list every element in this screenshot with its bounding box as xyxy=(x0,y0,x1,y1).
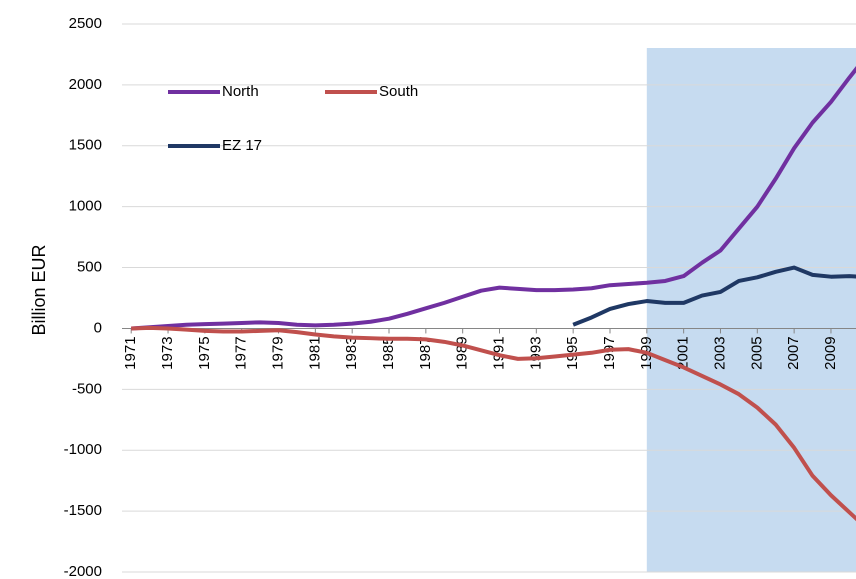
x-tick-label: 1973 xyxy=(159,336,176,369)
legend-label: North xyxy=(222,83,259,100)
x-tick-label: 1985 xyxy=(380,336,397,369)
series-line xyxy=(131,325,856,522)
y-tick-label: -1500 xyxy=(64,502,102,519)
y-tick-label: 0 xyxy=(94,319,102,336)
x-tick-label: 1977 xyxy=(233,336,250,369)
legend-label: EZ 17 xyxy=(222,137,262,154)
y-tick-label: -500 xyxy=(72,380,102,397)
x-tick-label: 1979 xyxy=(269,336,286,369)
x-tick-label: 1993 xyxy=(527,336,544,369)
y-tick-label: 1000 xyxy=(69,198,102,215)
x-tick-label: 1987 xyxy=(417,336,434,369)
x-tick-label: 1997 xyxy=(601,336,618,369)
x-tick-label: 2009 xyxy=(822,336,839,369)
y-axis-title: Billion EUR xyxy=(29,244,49,335)
series-line xyxy=(572,265,856,327)
x-tick-label: 1981 xyxy=(306,336,323,369)
y-tick-label: 1500 xyxy=(69,137,102,154)
legend-label: South xyxy=(379,83,418,100)
y-tick-label: 2500 xyxy=(69,15,102,32)
x-tick-label: 2003 xyxy=(711,336,728,369)
x-tick-label: 1971 xyxy=(122,336,139,369)
y-tick-label: -1000 xyxy=(64,441,102,458)
x-tick-label: 2007 xyxy=(785,336,802,369)
x-tick-label: 1983 xyxy=(343,336,360,369)
y-tick-label: 500 xyxy=(77,259,102,276)
x-tick-label: 2005 xyxy=(748,336,765,369)
series-line xyxy=(131,66,856,331)
y-tick-label: 2000 xyxy=(69,76,102,93)
x-tick-label: 1975 xyxy=(196,336,213,369)
y-tick-label: -2000 xyxy=(64,563,102,579)
x-tick-label: 1989 xyxy=(454,336,471,369)
highlight-region xyxy=(646,48,856,572)
x-tick-label: 2001 xyxy=(675,336,692,369)
